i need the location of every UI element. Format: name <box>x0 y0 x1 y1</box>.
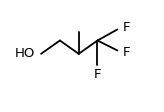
Text: HO: HO <box>15 47 36 60</box>
Text: F: F <box>123 46 130 59</box>
Text: F: F <box>94 68 101 81</box>
Text: F: F <box>123 21 130 34</box>
